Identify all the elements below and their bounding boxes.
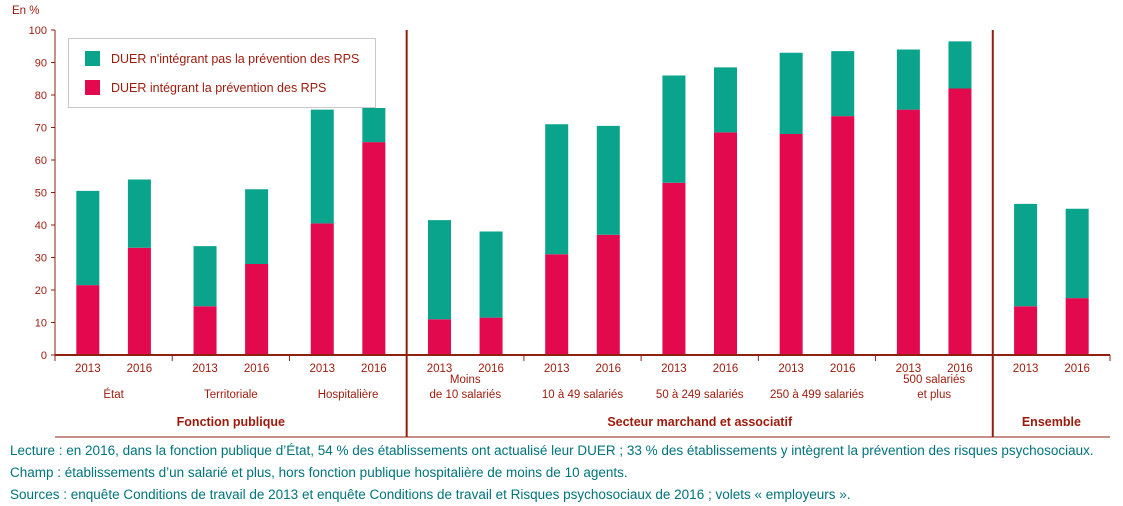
bar-segment-integrant <box>193 306 217 355</box>
y-tick-label: 90 <box>35 58 47 70</box>
legend-item-non-integrant: DUER n'intégrant pas la prévention des R… <box>85 51 359 66</box>
bar-segment-non-integrant <box>896 49 920 110</box>
y-tick-label: 50 <box>35 188 47 200</box>
group-label: Fonction publique <box>177 415 285 429</box>
bar-segment-non-integrant <box>362 108 386 143</box>
x-tick-year-label: 2016 <box>1064 363 1090 375</box>
bar-segment-integrant <box>362 142 386 355</box>
bar-segment-non-integrant <box>245 189 269 264</box>
y-tick-label: 10 <box>35 318 47 330</box>
bar-segment-non-integrant <box>779 52 803 134</box>
legend-label: DUER intégrant la prévention des RPS <box>111 80 327 95</box>
x-tick-year-label: 2016 <box>127 363 153 375</box>
bar-segment-integrant <box>76 285 100 355</box>
category-label: Moins <box>450 374 481 386</box>
x-tick-year-label: 2013 <box>1013 363 1039 375</box>
y-tick-label: 0 <box>41 350 47 362</box>
footnotes: Lecture : en 2016, dans la fonction publ… <box>10 440 1094 506</box>
x-tick-year-label: 2016 <box>713 363 739 375</box>
category-label: 500 salariés <box>903 374 965 386</box>
category-label: 10 à 49 salariés <box>542 389 623 401</box>
group-label: Secteur marchand et associatif <box>607 415 793 429</box>
bar-segment-non-integrant <box>1014 203 1038 307</box>
x-tick-year-label: 2016 <box>595 363 621 375</box>
category-label: Hospitalière <box>318 389 379 401</box>
x-tick-year-label: 2013 <box>661 363 687 375</box>
bar-segment-non-integrant <box>714 67 738 133</box>
bar-segment-non-integrant <box>127 179 151 248</box>
x-tick-year-label: 2016 <box>361 363 387 375</box>
x-tick-year-label: 2013 <box>427 363 453 375</box>
bar-segment-non-integrant <box>310 109 334 224</box>
note-sources: Sources : enquête Conditions de travail … <box>10 487 851 502</box>
category-label: État <box>103 388 124 401</box>
bar-segment-integrant <box>127 247 151 355</box>
bar-segment-non-integrant <box>427 220 451 320</box>
bar-segment-non-integrant <box>948 41 972 89</box>
y-tick-label: 60 <box>35 155 47 167</box>
y-tick-label: 20 <box>35 285 47 297</box>
bar-segment-integrant <box>479 317 503 355</box>
x-tick-year-label: 2016 <box>947 363 973 375</box>
y-tick-label: 80 <box>35 90 47 102</box>
legend-swatch-green <box>85 51 100 66</box>
bar-segment-integrant <box>545 254 569 355</box>
bar-segment-non-integrant <box>479 231 503 318</box>
category-label: Territoriale <box>204 389 258 401</box>
x-tick-year-label: 2013 <box>192 363 218 375</box>
category-label: de 10 salariés <box>429 389 501 401</box>
bar-segment-integrant <box>1065 298 1089 355</box>
category-label: et plus <box>917 389 951 401</box>
bar-segment-integrant <box>948 88 972 355</box>
bar-segment-integrant <box>714 132 738 355</box>
x-tick-year-label: 2016 <box>478 363 504 375</box>
bar-segment-non-integrant <box>596 125 620 235</box>
legend: DUER n'intégrant pas la prévention des R… <box>68 38 377 108</box>
note-lecture: Lecture : en 2016, dans la fonction publ… <box>10 443 1094 458</box>
x-tick-year-label: 2013 <box>309 363 335 375</box>
x-tick-year-label: 2016 <box>830 363 856 375</box>
bar-segment-integrant <box>245 264 269 355</box>
bar-segment-non-integrant <box>193 246 217 307</box>
y-tick-label: 30 <box>35 253 47 265</box>
x-tick-year-label: 2013 <box>75 363 101 375</box>
x-tick-year-label: 2013 <box>896 363 922 375</box>
bar-segment-integrant <box>779 134 803 355</box>
y-tick-label: 40 <box>35 220 47 232</box>
category-label: 50 à 249 salariés <box>656 389 744 401</box>
bar-segment-integrant <box>662 182 686 355</box>
bar-segment-integrant <box>1014 306 1038 355</box>
legend-item-integrant: DUER intégrant la prévention des RPS <box>85 80 359 95</box>
group-label: Ensemble <box>1022 415 1081 429</box>
y-tick-label: 100 <box>29 25 47 37</box>
bar-segment-non-integrant <box>76 190 100 286</box>
x-tick-year-label: 2016 <box>244 363 270 375</box>
legend-swatch-red <box>85 80 100 95</box>
bar-segment-integrant <box>596 234 620 355</box>
y-axis-unit-label: En % <box>12 5 40 17</box>
x-tick-year-label: 2013 <box>778 363 804 375</box>
bar-segment-non-integrant <box>1065 208 1089 299</box>
bar-segment-integrant <box>831 116 855 355</box>
bar-segment-integrant <box>427 319 451 355</box>
bar-segment-non-integrant <box>545 124 569 255</box>
chart-canvas: 0 10 20 30 40 50 60 70 80 90 100 2013 2016 État 2013 20… <box>29 25 1111 438</box>
bar-segment-integrant <box>896 109 920 355</box>
legend-label: DUER n'intégrant pas la prévention des R… <box>111 51 360 66</box>
category-label: 250 à 499 salariés <box>770 389 864 401</box>
bar-segment-non-integrant <box>831 51 855 117</box>
bar-segment-integrant <box>310 223 334 355</box>
note-champ: Champ : établissements d’un salarié et p… <box>10 465 628 480</box>
bar-segment-non-integrant <box>662 75 686 183</box>
y-tick-label: 70 <box>35 123 47 135</box>
x-tick-year-label: 2013 <box>544 363 570 375</box>
